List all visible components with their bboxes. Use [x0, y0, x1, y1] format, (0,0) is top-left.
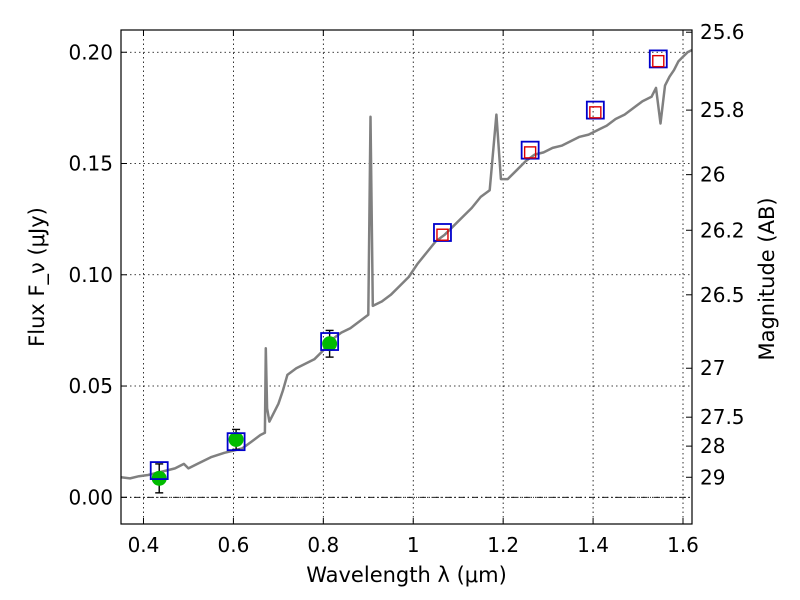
upper-limit-marker	[652, 54, 665, 68]
x-tick-label: 0.6	[217, 533, 249, 557]
axis-ticks	[121, 30, 692, 524]
y-tick-label: 0.00	[68, 485, 113, 509]
model-photometry-marker	[320, 332, 340, 351]
mag-tick-label: 29	[700, 465, 725, 489]
model-photometry-marker	[585, 100, 605, 120]
x-axis-label: Wavelength λ (μm)	[306, 563, 507, 587]
mag-tick-label: 26.5	[700, 283, 745, 307]
axis-labels: 0.4 0.6 0.8 1 1.2 1.4 1.6 0.00 0.05 0.10 0.15 0.20 2…	[25, 20, 779, 587]
y-tick-label: 0.15	[68, 152, 113, 176]
mag-tick-label: 27.5	[700, 405, 745, 429]
mag-tick-label: 25.8	[700, 98, 745, 122]
observed-flux-point	[228, 431, 244, 447]
mag-tick-label: 26.2	[700, 218, 745, 242]
spectrum-line	[120, 48, 693, 480]
upper-limit-marker	[436, 228, 449, 241]
x-tick-label: 1.2	[487, 533, 519, 557]
y2-axis-label: Magnitude (AB)	[755, 197, 779, 360]
grid-lines	[121, 30, 692, 524]
model-photometry-marker	[648, 49, 668, 69]
model-spectrum-series	[120, 48, 693, 480]
model-photometry-marker	[520, 140, 540, 160]
upper-limit-marker	[523, 146, 537, 159]
upper-limit-marker	[589, 106, 602, 119]
mag-tick-label: 28	[700, 434, 725, 458]
observed-flux-point	[322, 336, 338, 352]
x-tick-label: 0.4	[128, 533, 160, 557]
mag-tick-label: 26	[700, 163, 725, 187]
x-tick-label: 0.8	[307, 533, 339, 557]
y-tick-label: 0.05	[68, 374, 113, 398]
x-tick-label: 1	[407, 533, 420, 557]
y-axis-label: Flux F_ν (μJy)	[25, 207, 50, 347]
plot-frame	[120, 29, 693, 525]
y-tick-label: 0.20	[68, 40, 113, 64]
x-tick-label: 1.6	[667, 533, 699, 557]
model-photometry-marker	[433, 223, 452, 242]
model-photometry-marker	[149, 461, 169, 480]
x-tick-label: 1.4	[577, 533, 609, 557]
mag-tick-label: 25.6	[700, 20, 745, 44]
photometry-markers	[149, 49, 668, 494]
model-photometry-marker	[226, 432, 246, 452]
mag-tick-label: 27	[700, 356, 725, 380]
y-tick-label: 0.10	[68, 263, 113, 287]
